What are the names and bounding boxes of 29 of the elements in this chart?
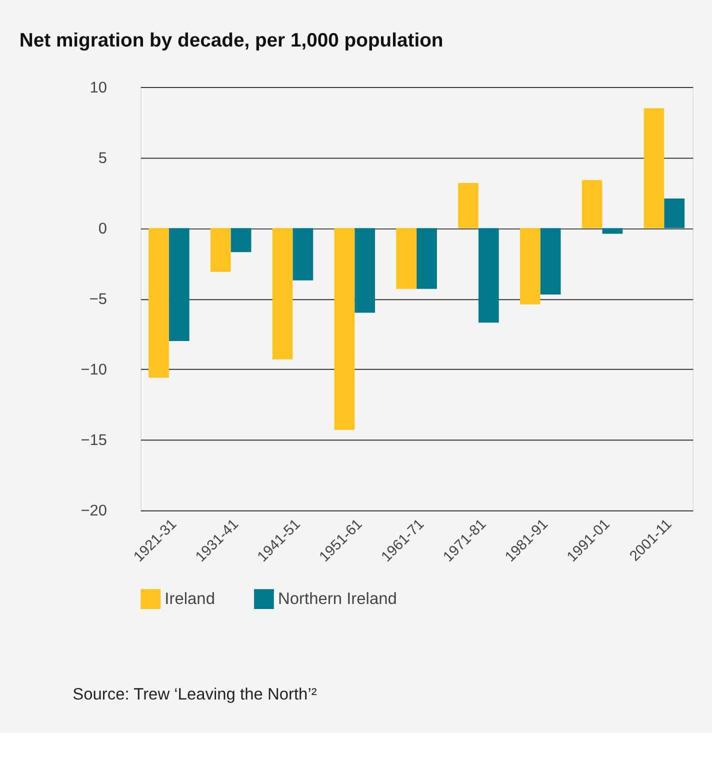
bar [148, 228, 169, 378]
y-tick-label: −20 [80, 502, 108, 520]
bar [478, 228, 499, 323]
source-note: Source: Trew ‘Leaving the North’² [72, 685, 318, 704]
chart-title: Net migration by decade, per 1,000 population [19, 29, 444, 52]
y-tick-label: −10 [80, 362, 108, 379]
bar [520, 228, 540, 304]
bar [416, 228, 437, 289]
y-tick-label: 5 [98, 150, 108, 167]
bar [230, 228, 252, 252]
bar [168, 228, 190, 342]
y-tick-label: 0 [98, 220, 108, 238]
bar [602, 228, 623, 234]
legend-label: Northern Ireland [278, 590, 397, 608]
bar [582, 180, 602, 228]
legend-label: Ireland [164, 590, 215, 608]
bar [664, 198, 685, 228]
bar [272, 228, 293, 360]
bar [396, 228, 416, 289]
bar [644, 108, 664, 228]
bar [354, 228, 376, 313]
y-tick-label: 10 [90, 79, 108, 96]
bar [210, 228, 231, 272]
bar [540, 228, 561, 294]
y-tick-label: −5 [89, 291, 108, 308]
bar [334, 228, 355, 430]
bar [458, 182, 478, 228]
y-tick-label: −15 [80, 432, 108, 450]
bar [292, 228, 314, 280]
